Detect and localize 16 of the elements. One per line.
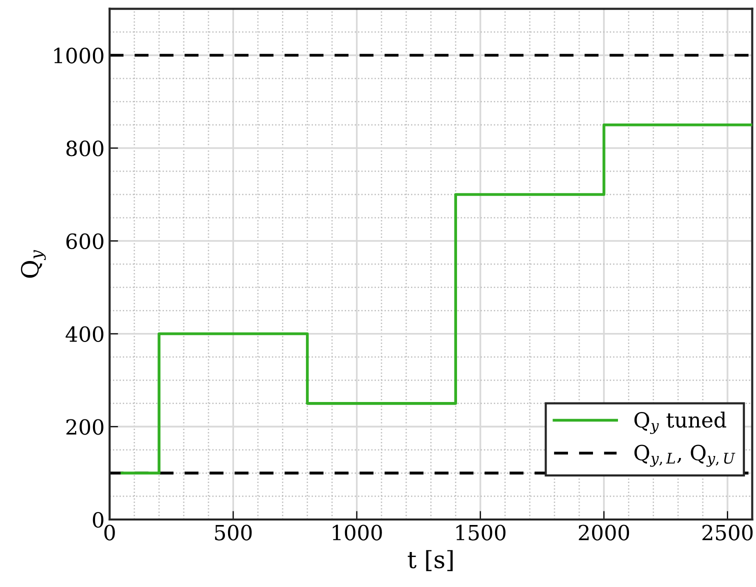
y-tick-label: 0 bbox=[92, 512, 104, 528]
x-axis-title: t [s] bbox=[408, 550, 453, 572]
x-tick-label: 2500 bbox=[702, 524, 753, 540]
x-tick-label: 1000 bbox=[332, 524, 382, 540]
x-tick-label: 0 bbox=[104, 524, 115, 540]
y-tick-label: 800 bbox=[66, 140, 104, 156]
y-tick-label: 1000 bbox=[54, 48, 104, 64]
x-tick-label: 1500 bbox=[456, 524, 506, 540]
y-tick-label: 400 bbox=[66, 326, 104, 342]
y-tick-label: 600 bbox=[66, 233, 104, 250]
x-tick-label: 500 bbox=[215, 524, 252, 540]
y-tick-label: 200 bbox=[66, 419, 104, 435]
ref-line-label: Q$_{y,L}$, Q$_{y,U}$ bbox=[634, 444, 736, 467]
y-axis-title: Q$_{y}$ bbox=[20, 250, 46, 278]
x-tick-label: 2000 bbox=[578, 524, 630, 540]
legend-label: Q$_{y}$ tuned bbox=[634, 412, 726, 434]
